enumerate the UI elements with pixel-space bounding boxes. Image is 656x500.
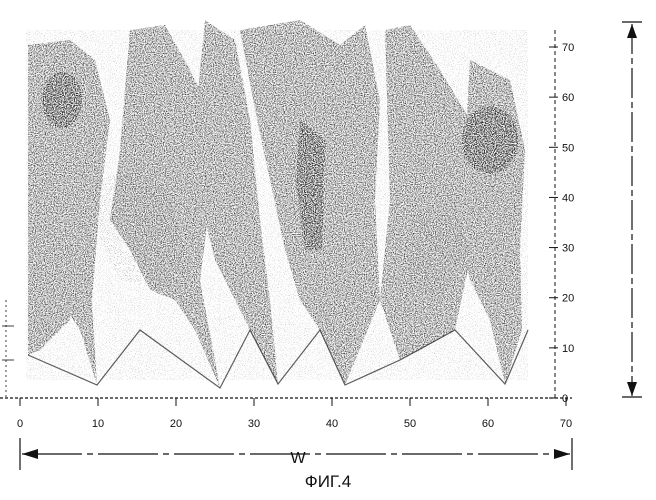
y-tick-label: 0 bbox=[562, 393, 568, 405]
y-axis-ticks: 0 10 20 30 40 50 60 70 bbox=[549, 42, 574, 405]
x-tick-label: 50 bbox=[404, 418, 416, 430]
x-axis-ticks: 0 10 20 30 40 50 60 70 bbox=[17, 398, 572, 430]
y-tick-label: 20 bbox=[562, 293, 574, 305]
x-tick-label: 60 bbox=[482, 418, 494, 430]
y-tick-label: 70 bbox=[562, 42, 574, 54]
y-tick-label: 50 bbox=[562, 142, 574, 154]
left-reference-marks bbox=[2, 300, 14, 398]
height-dimension-arrow bbox=[622, 22, 642, 397]
y-axis: 0 10 20 30 40 50 60 70 bbox=[549, 30, 574, 405]
y-tick-label: 10 bbox=[562, 343, 574, 355]
y-tick-label: 60 bbox=[562, 92, 574, 104]
surface-plot bbox=[26, 20, 528, 388]
x-tick-label: 40 bbox=[326, 418, 338, 430]
x-tick-label: 10 bbox=[92, 418, 104, 430]
x-tick-label: 20 bbox=[170, 418, 182, 430]
x-tick-label: 0 bbox=[17, 418, 23, 430]
x-tick-label: 30 bbox=[248, 418, 260, 430]
y-tick-label: 30 bbox=[562, 243, 574, 255]
width-label: W bbox=[290, 450, 306, 467]
width-dimension-arrow: W bbox=[20, 438, 572, 470]
x-axis: 0 10 20 30 40 50 60 70 bbox=[0, 398, 572, 430]
y-tick-label: 40 bbox=[562, 192, 574, 204]
figure-caption: ФИГ.4 bbox=[0, 472, 656, 492]
x-tick-label: 70 bbox=[560, 418, 572, 430]
